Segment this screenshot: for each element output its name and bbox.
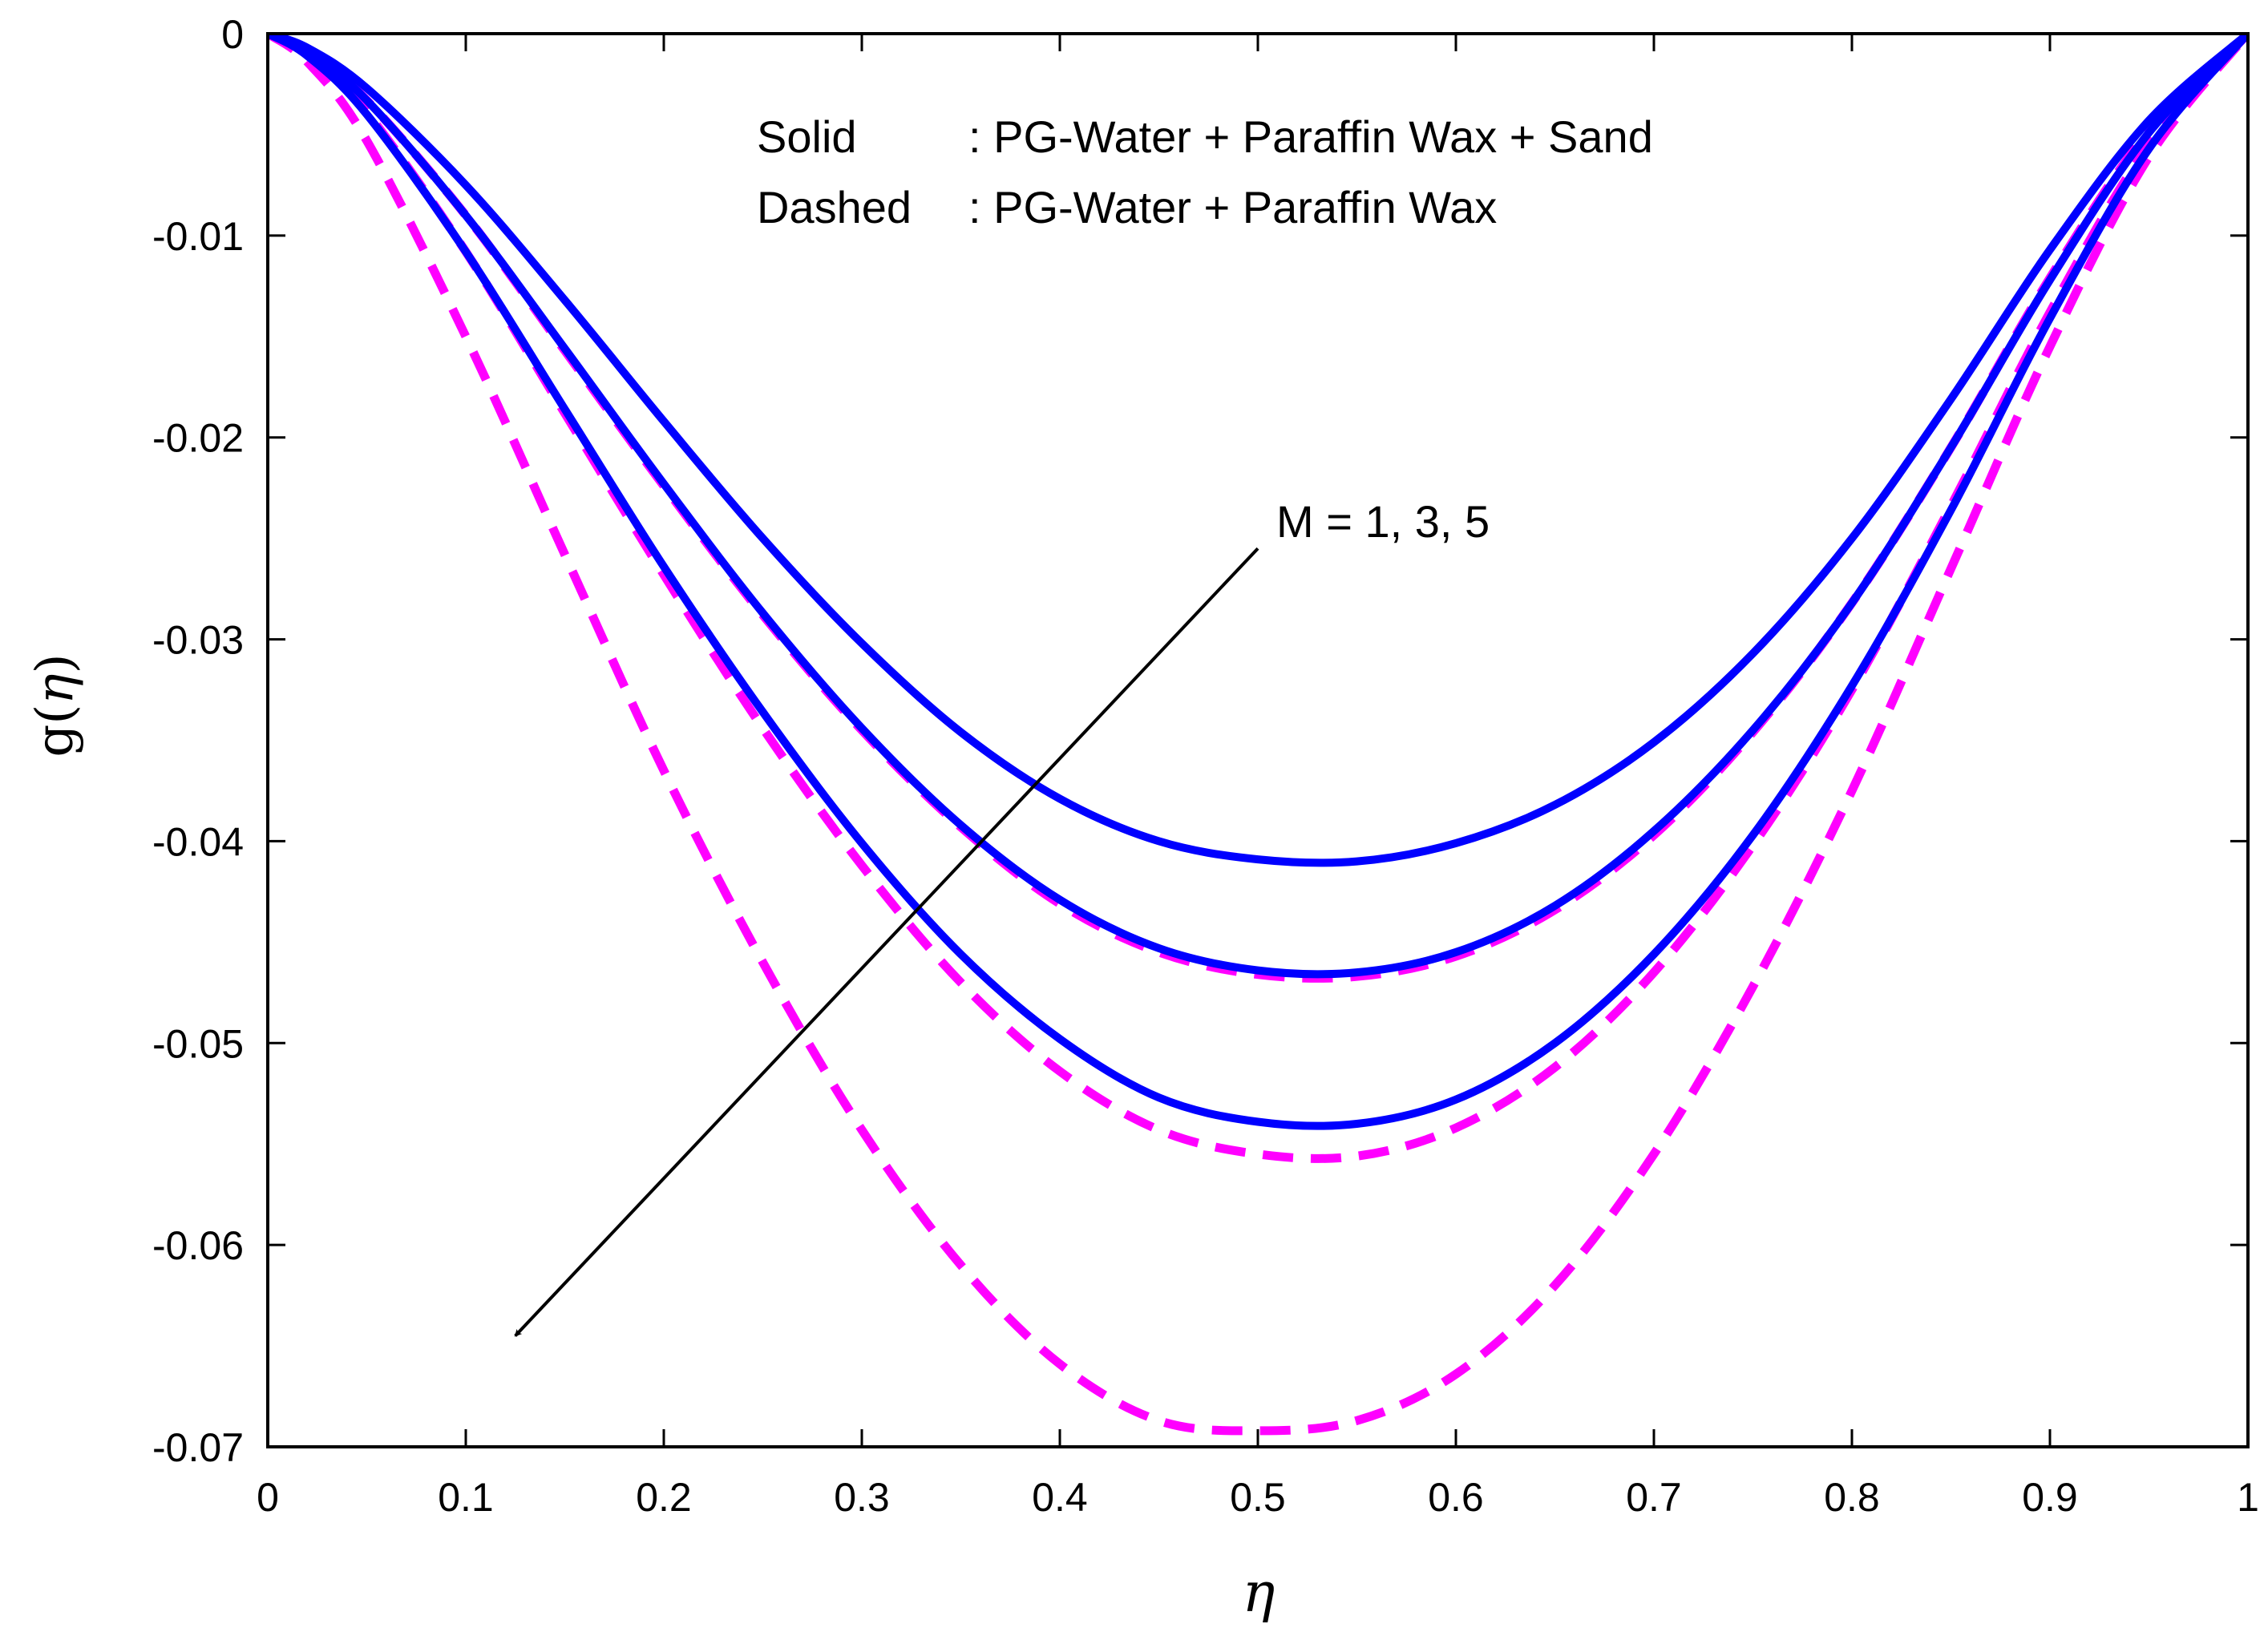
y-tick-label: -0.05	[152, 1021, 244, 1066]
series-line-solid-m-1	[268, 34, 2248, 867]
ticks-layer: 0 0.1 0.2 0.3 0.4 0.5 0.6 0.7 0.8 0.9 1 0 -0.01 -0.02…	[152, 12, 2259, 1520]
x-tick-label: 0.9	[2022, 1475, 2078, 1520]
x-tick-label: 0.8	[1824, 1475, 1880, 1520]
series-layer	[268, 34, 2248, 1436]
x-tick-label: 1	[2237, 1475, 2259, 1520]
y-tick-label: -0.02	[152, 416, 244, 461]
m-annotation-text: M = 1, 3, 5	[1276, 496, 1490, 547]
annotation-layer	[514, 547, 1259, 1337]
x-tick-label: 0.4	[1032, 1475, 1088, 1520]
x-tick-label: 0.3	[834, 1475, 890, 1520]
x-axis-label: η	[1243, 1561, 1275, 1625]
m-annotation-arrow	[514, 547, 1259, 1337]
x-tick-label: 0.5	[1230, 1475, 1286, 1520]
y-axis-label-suffix: )	[26, 653, 85, 673]
y-tick-label: -0.07	[152, 1425, 244, 1470]
y-tick-label: -0.01	[152, 214, 244, 259]
series-line-solid-m-3	[268, 34, 2248, 979]
y-tick-label: -0.04	[152, 819, 244, 864]
x-tick-label: 0.1	[438, 1475, 494, 1520]
x-tick-label: 0	[257, 1475, 279, 1520]
legend-solid-key: Solid	[757, 111, 857, 162]
y-tick-label: -0.06	[152, 1223, 244, 1268]
legend-dashed-key: Dashed	[757, 182, 912, 232]
series-line-solid-m-5	[268, 34, 2248, 1130]
legend-dashed-value: : PG-Water + Paraffin Wax	[968, 182, 1497, 232]
x-tick-label: 0.7	[1626, 1475, 1682, 1520]
y-tick-label: -0.03	[152, 618, 244, 663]
y-axis-label: g(η)	[26, 653, 85, 757]
series-line-dashed-m-5	[268, 34, 2248, 1436]
x-tick-label: 0.2	[636, 1475, 692, 1520]
y-axis-label-var: η	[26, 673, 85, 704]
x-tick-label: 0.6	[1428, 1475, 1484, 1520]
y-axis-label-prefix: g(	[26, 705, 85, 757]
y-tick-label: 0	[221, 12, 244, 57]
legend-solid-value: : PG-Water + Paraffin Wax + Sand	[968, 111, 1653, 162]
